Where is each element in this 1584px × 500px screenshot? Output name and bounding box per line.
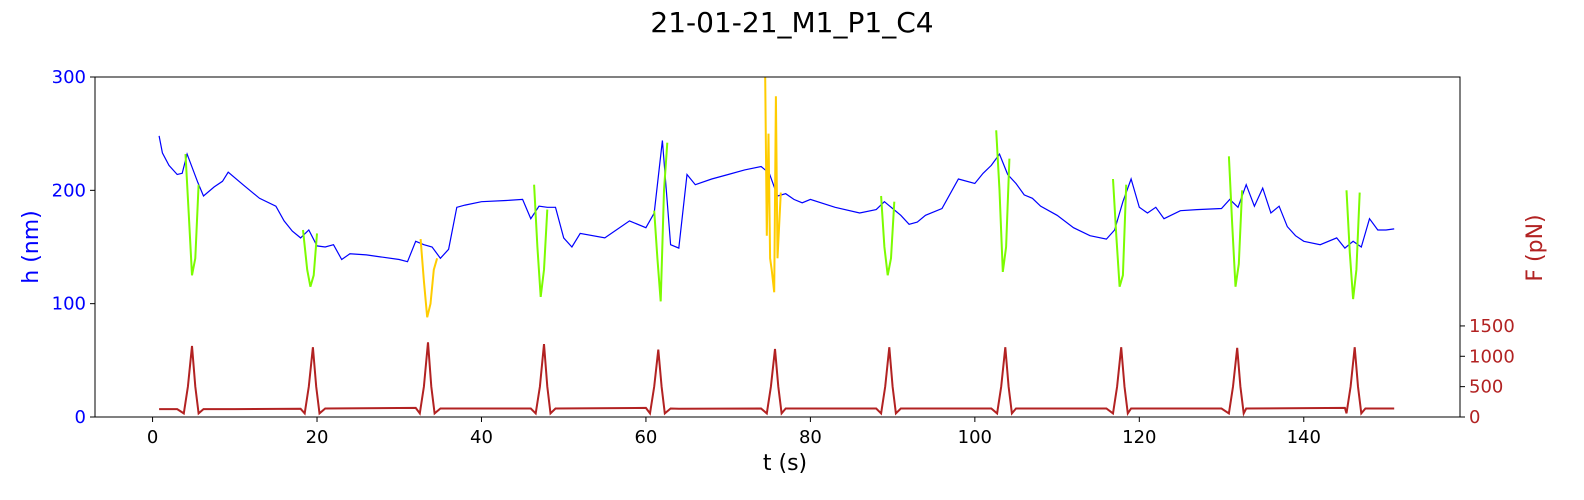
y-axis-left-label: h (nm) [19,210,44,283]
compression-segment-1 [184,154,200,276]
y-right-tick-label: 1000 [1469,346,1515,367]
x-tick-label: 100 [958,427,992,448]
x-tick-label: 20 [306,427,329,448]
compression-segment-7 [1112,178,1128,287]
x-tick-label: 80 [799,427,822,448]
plot-area [158,77,1395,417]
highlight-segment-2 [764,77,782,293]
y-right-tick-label: 0 [1469,407,1480,428]
x-axis-label: t (s) [763,451,807,476]
x-tick-label: 60 [634,427,657,448]
force-series-line [159,342,1395,417]
height-series-line [158,135,1395,263]
x-tick-label: 120 [1122,427,1156,448]
highlight-segment-1 [419,239,439,318]
compression-segment-8 [1227,156,1244,287]
x-tick-label: 0 [147,427,158,448]
y-axis-right-label: F (pN) [1523,214,1548,281]
x-tick-label: 40 [470,427,493,448]
y-right-tick-label: 1500 [1469,316,1515,337]
x-tick-label: 140 [1287,427,1321,448]
y-left-tick-label: 0 [75,407,86,428]
compression-segment-5 [880,195,896,276]
compression-segment-4 [653,142,669,302]
plot-frame [94,76,1461,418]
compression-segment-9 [1345,190,1361,300]
y-left-tick-label: 200 [52,180,86,201]
compression-segment-3 [533,184,549,298]
y-left-tick-label: 300 [52,67,86,88]
compression-segment-6 [995,130,1011,273]
chart-title: 21-01-21_M1_P1_C4 [650,6,933,39]
y-left-tick-label: 100 [52,294,86,315]
axes: 0 20 40 60 80 100 120 140 0 100 200 300 0 500 1000 1500 [52,67,1515,448]
y-right-tick-label: 500 [1469,377,1503,398]
compression-segment-2 [302,229,318,287]
